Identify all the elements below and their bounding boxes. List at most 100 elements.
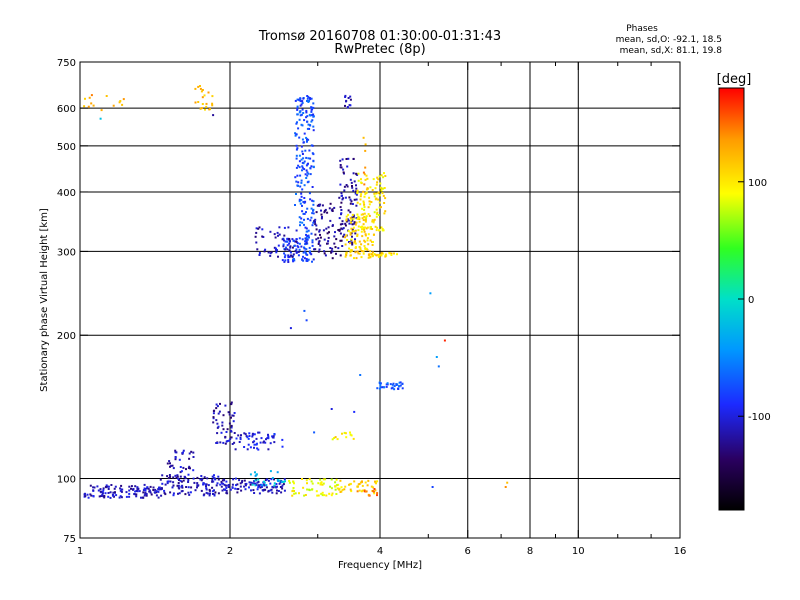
echo-point <box>280 486 283 488</box>
echo-point <box>306 120 309 123</box>
echo-point <box>276 249 278 252</box>
echo-point <box>291 246 294 249</box>
echo-point <box>308 488 311 491</box>
echo-point <box>187 473 190 476</box>
echo-point <box>212 417 215 420</box>
echo-point <box>296 121 298 124</box>
echo-point <box>302 259 305 262</box>
echo-point <box>177 477 180 480</box>
echo-point <box>301 102 304 104</box>
echo-point <box>371 255 374 258</box>
echo-point <box>216 405 219 408</box>
echo-point <box>182 466 185 469</box>
echo-point <box>190 486 193 489</box>
echo-point <box>282 480 285 483</box>
echo-point <box>364 193 367 196</box>
echo-point <box>352 437 355 440</box>
echo-point <box>102 489 105 492</box>
echo-point <box>316 494 319 497</box>
echo-point <box>227 484 230 486</box>
echo-point <box>302 201 305 203</box>
echo-point <box>159 478 162 481</box>
echo-point <box>253 443 256 446</box>
echo-point <box>166 482 169 485</box>
echo-point <box>322 482 325 485</box>
echo-point <box>294 492 297 495</box>
echo-point <box>208 489 211 492</box>
echo-point <box>205 105 208 108</box>
colorbar-tick-label: 100 <box>748 178 767 189</box>
echo-point <box>334 246 337 249</box>
echo-point <box>312 212 315 215</box>
echo-point <box>320 481 323 484</box>
echo-point <box>306 127 309 130</box>
echo-point <box>336 438 339 441</box>
echo-point <box>214 491 217 494</box>
echo-point <box>362 200 365 203</box>
echo-point <box>256 481 259 484</box>
echo-point <box>296 98 299 101</box>
echo-point <box>382 229 385 232</box>
echo-point <box>281 438 284 441</box>
echo-point <box>310 144 313 147</box>
echo-point <box>251 435 254 438</box>
echo-point <box>294 176 297 179</box>
echo-point <box>351 219 354 222</box>
echo-point <box>174 456 177 459</box>
echo-point <box>356 173 359 176</box>
echo-point <box>384 255 387 258</box>
echo-point <box>347 209 350 212</box>
echo-point <box>354 242 357 245</box>
echo-point <box>300 113 303 116</box>
echo-point <box>231 483 234 486</box>
echo-point <box>295 154 298 157</box>
echo-point <box>349 178 352 181</box>
echo-point <box>302 255 304 258</box>
echo-point <box>368 200 371 203</box>
echo-point <box>341 198 344 201</box>
echo-point <box>345 99 348 102</box>
echo-point <box>228 439 231 442</box>
echo-point <box>346 106 349 108</box>
echo-point <box>227 486 230 488</box>
echo-point <box>334 231 336 234</box>
echo-point <box>307 180 310 183</box>
echo-point <box>213 409 216 412</box>
echo-point <box>112 104 115 107</box>
echo-point <box>359 481 362 484</box>
echo-point <box>269 230 272 233</box>
echo-point <box>114 491 116 494</box>
echo-point <box>308 149 311 152</box>
echo-point <box>292 253 295 256</box>
echo-point <box>306 97 309 100</box>
echo-point <box>267 437 270 440</box>
echo-point <box>289 327 292 330</box>
echo-point <box>174 474 177 477</box>
colorbar-tick-label: -100 <box>748 412 771 423</box>
echo-point <box>194 87 197 90</box>
echo-point <box>299 114 302 117</box>
echo-point <box>222 428 225 431</box>
echo-point <box>293 492 296 495</box>
echo-point <box>286 248 289 251</box>
echo-point <box>283 239 285 242</box>
echo-point <box>306 488 309 491</box>
echo-point <box>295 238 298 241</box>
echo-point <box>150 493 153 496</box>
y-axis-ticks: 75 100 200 300 400 500 600 750 <box>57 58 680 545</box>
echo-point <box>384 253 387 256</box>
echo-point <box>310 120 313 123</box>
echo-point <box>304 252 307 255</box>
echo-point <box>312 160 315 163</box>
echo-point <box>379 386 382 389</box>
echo-point <box>303 257 306 260</box>
echo-point <box>221 482 223 485</box>
echo-point <box>281 487 284 490</box>
echo-point <box>152 486 155 489</box>
echo-point <box>390 254 393 256</box>
echo-point <box>107 485 110 488</box>
echo-point <box>199 85 201 87</box>
echo-point <box>353 241 356 244</box>
echo-point <box>340 227 343 230</box>
